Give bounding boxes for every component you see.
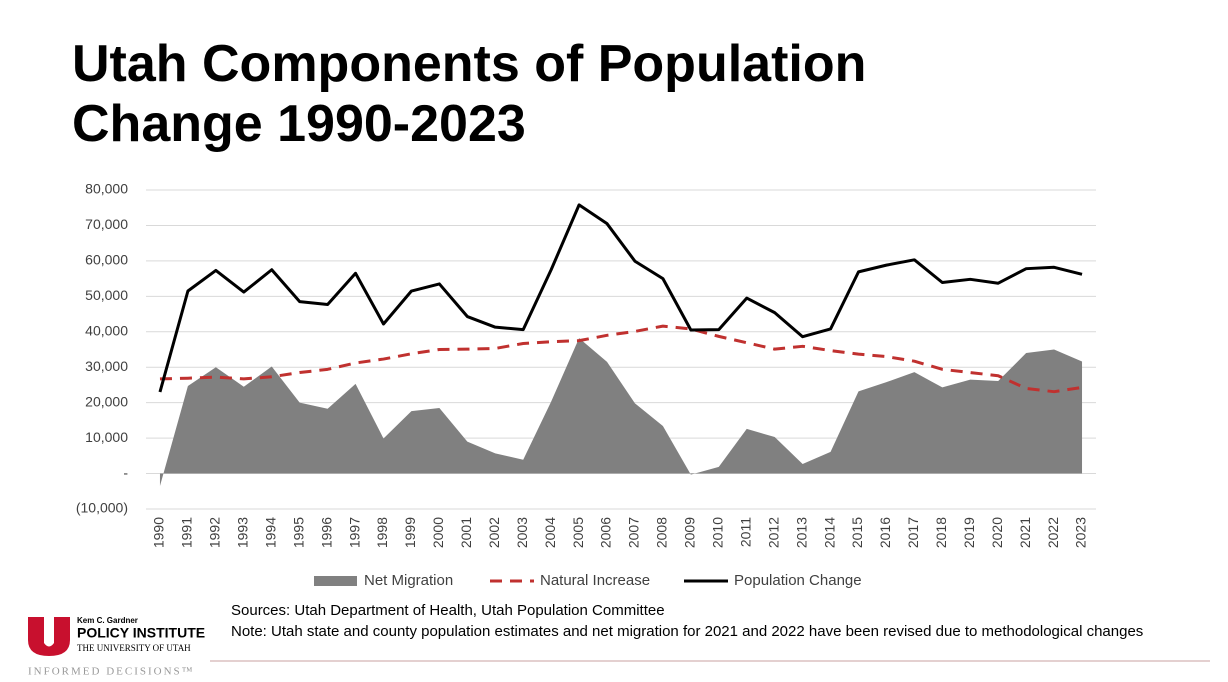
x-tick-label: 2002 (486, 517, 502, 548)
x-tick-label: 2020 (989, 517, 1005, 548)
x-tick-label: 2014 (821, 517, 837, 548)
y-tick-label: 40,000 (85, 322, 128, 338)
x-tick-label: 2012 (765, 517, 781, 548)
y-tick-label: - (123, 464, 128, 480)
line (159, 324, 1083, 394)
x-tick-label: 2008 (654, 517, 670, 548)
y-tick-label: 70,000 (85, 216, 128, 232)
legend-label: Natural Increase (540, 572, 650, 589)
logo-line: POLICY INSTITUTE (77, 625, 205, 641)
x-tick-label: 1996 (318, 517, 334, 548)
x-tick-label: 1991 (179, 517, 195, 548)
x-tick-label: 1993 (234, 517, 250, 548)
legend-label: Population Change (734, 572, 862, 589)
x-tick-label: 1998 (374, 517, 390, 548)
area (159, 338, 1083, 486)
x-tick-label: 2015 (849, 517, 865, 548)
x-tick-label: 2018 (933, 517, 949, 548)
logo-line: THE UNIVERSITY OF UTAH (77, 643, 191, 653)
sources: Sources: Utah Department of Health, Utah… (231, 602, 665, 619)
y-tick-label: (10,000) (76, 500, 128, 516)
x-tick-label: 1995 (290, 517, 306, 548)
x-tick-label: 2005 (570, 517, 586, 548)
x-tick-label: 2022 (1045, 517, 1061, 548)
x-tick-label: 2003 (514, 517, 530, 548)
x-tick-label: 2001 (458, 517, 474, 548)
x-tick-label: 2006 (598, 517, 614, 548)
x-tick-label: 2017 (905, 517, 921, 548)
x-tick-label: 1997 (346, 517, 362, 548)
y-tick-label: 60,000 (85, 252, 128, 268)
footnotes: Sources: Utah Department of Health, Utah… (231, 600, 1171, 642)
x-tick-label: 2019 (961, 517, 977, 548)
x-tick-label: 2023 (1073, 517, 1089, 548)
y-tick-label: 50,000 (85, 287, 128, 303)
y-tick-label: 80,000 (85, 181, 128, 197)
x-tick-label: 2016 (877, 517, 893, 548)
x-tick-label: 2010 (709, 517, 725, 548)
note: Note: Utah state and county population e… (231, 623, 1144, 640)
logo-mark (28, 617, 70, 656)
x-tick-label: 2004 (542, 517, 558, 548)
chart-title: Utah Components of Population Change 199… (72, 35, 867, 153)
x-tick-label: 2011 (737, 517, 753, 547)
x-tick-label: 2021 (1017, 517, 1033, 548)
line (158, 203, 1083, 393)
y-tick-label: 30,000 (85, 358, 128, 374)
x-tick-label: 1990 (151, 517, 167, 548)
logo-tagline: INFORMED DECISIONS™ (28, 666, 194, 678)
y-tick-label: 20,000 (85, 393, 128, 409)
logo-line: Kem C. Gardner (77, 616, 138, 625)
y-tick-label: 10,000 (85, 429, 128, 445)
x-tick-label: 2013 (793, 517, 809, 548)
x-tick-label: 2007 (626, 517, 642, 548)
x-tick-label: 2009 (682, 517, 698, 548)
legend-swatch (314, 576, 357, 586)
x-tick-label: 1999 (402, 517, 418, 548)
x-tick-label: 1992 (207, 517, 223, 548)
legend-label: Net Migration (364, 572, 453, 589)
x-tick-label: 2000 (430, 517, 446, 548)
x-tick-label: 1994 (262, 517, 278, 548)
